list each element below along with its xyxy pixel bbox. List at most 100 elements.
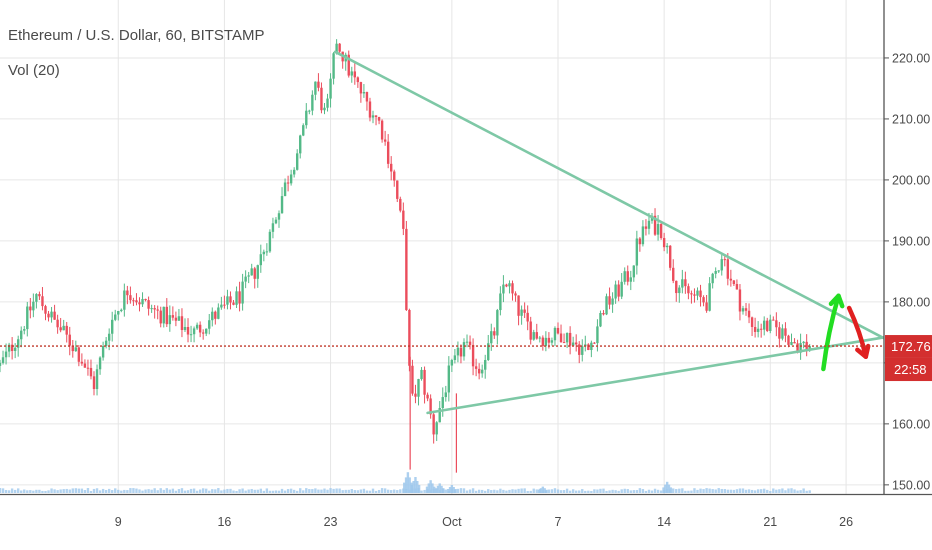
candle-body — [305, 110, 308, 126]
volume-bar — [532, 488, 535, 493]
volume-spike — [427, 483, 431, 493]
volume-bar — [732, 489, 736, 493]
volume-bar — [396, 490, 399, 493]
volume-bar — [132, 488, 135, 493]
candle-body — [95, 369, 99, 390]
volume-bar — [556, 489, 560, 493]
candle-body — [135, 300, 138, 303]
candle-body — [647, 220, 651, 229]
arrow-down-icon[interactable] — [846, 305, 871, 360]
volume-bar — [653, 488, 657, 493]
volume-bar — [47, 490, 50, 493]
candle-body — [323, 107, 326, 111]
candle-body — [720, 259, 723, 271]
candle-body — [280, 196, 284, 214]
trendline-upper[interactable] — [333, 50, 898, 346]
volume-bar — [526, 490, 529, 493]
price-axis-panel[interactable] — [884, 0, 932, 495]
candle-body — [717, 270, 720, 272]
volume-bar — [68, 489, 71, 493]
candle-body — [86, 367, 90, 369]
candle-body — [317, 81, 320, 88]
volume-spike — [662, 487, 665, 493]
y-tick-label: 200.00 — [892, 173, 930, 187]
volume-bar — [314, 488, 317, 493]
last-price-tag[interactable] — [885, 335, 932, 358]
volume-bar — [192, 488, 196, 493]
candle-body — [556, 327, 560, 334]
volume-bar — [465, 490, 469, 493]
time-axis[interactable]: 9 16 23 Oct 7 14 21 26 — [115, 515, 853, 529]
volume-bar — [268, 490, 272, 493]
candle-body — [107, 333, 111, 341]
candle-body — [578, 344, 581, 355]
volume-bar — [189, 488, 193, 493]
candle-body — [526, 312, 529, 322]
candle-body — [198, 324, 202, 333]
volume-bar — [647, 489, 651, 493]
volume-bar — [399, 489, 402, 493]
candle-body — [499, 293, 502, 311]
volume-bar — [308, 489, 311, 493]
volume-indicator-label[interactable]: Vol (20) — [8, 62, 60, 79]
volume-bar — [16, 488, 20, 493]
candle-body — [729, 278, 733, 281]
candle-body — [541, 337, 545, 346]
volume-bar — [565, 488, 569, 493]
candle-body — [665, 245, 669, 248]
volume-bar — [10, 488, 14, 493]
candle-body — [702, 297, 705, 303]
volume-bar — [714, 489, 717, 493]
candle-body — [368, 101, 372, 118]
candle-body — [723, 259, 726, 261]
volume-bar — [650, 490, 654, 493]
candle-body — [89, 367, 93, 377]
candle-body — [220, 304, 223, 308]
candle-body — [208, 320, 211, 329]
candle-body — [335, 43, 338, 54]
candle-body — [347, 54, 350, 76]
volume-bar — [747, 489, 751, 493]
volume-bar — [514, 489, 517, 493]
volume-bar — [77, 488, 81, 493]
candle-body — [753, 326, 757, 332]
volume-bar — [753, 490, 757, 493]
volume-bar — [338, 488, 341, 493]
candle-body — [123, 290, 126, 310]
volume-bar — [147, 489, 150, 493]
drawings[interactable] — [333, 50, 909, 415]
volume-bar — [302, 490, 305, 493]
volume-bar — [50, 488, 53, 493]
arrow-up-icon[interactable] — [821, 293, 845, 372]
candle-body — [399, 198, 402, 211]
volume-bar — [750, 489, 754, 493]
candle-body — [35, 294, 38, 302]
candle-body — [117, 311, 120, 315]
candle-body — [38, 294, 41, 297]
candle-body — [50, 311, 53, 318]
candle-body — [189, 334, 193, 336]
volume-bar — [553, 488, 557, 493]
volume-bar — [159, 488, 162, 493]
bar-countdown-tag[interactable] — [885, 357, 932, 382]
symbol-title[interactable]: Ethereum / U.S. Dollar, 60, BITSTAMP — [8, 27, 264, 44]
volume-bar — [177, 489, 181, 493]
volume-bar — [223, 489, 226, 493]
volume-bar — [723, 489, 726, 493]
candle-body — [168, 315, 172, 325]
candle-body — [620, 281, 623, 297]
volume-spike — [438, 483, 441, 493]
x-tick-label: 14 — [657, 515, 671, 529]
candle-body — [553, 327, 557, 341]
volume-spike — [408, 477, 411, 493]
trendline-lower[interactable] — [426, 332, 909, 415]
volume-bar — [420, 490, 423, 493]
volume-bar — [778, 489, 781, 493]
volume-bar — [271, 490, 275, 493]
y-tick-label: 160.00 — [892, 417, 930, 431]
candle-body — [16, 339, 20, 348]
candle-body — [180, 316, 184, 331]
candle-body — [141, 298, 144, 305]
